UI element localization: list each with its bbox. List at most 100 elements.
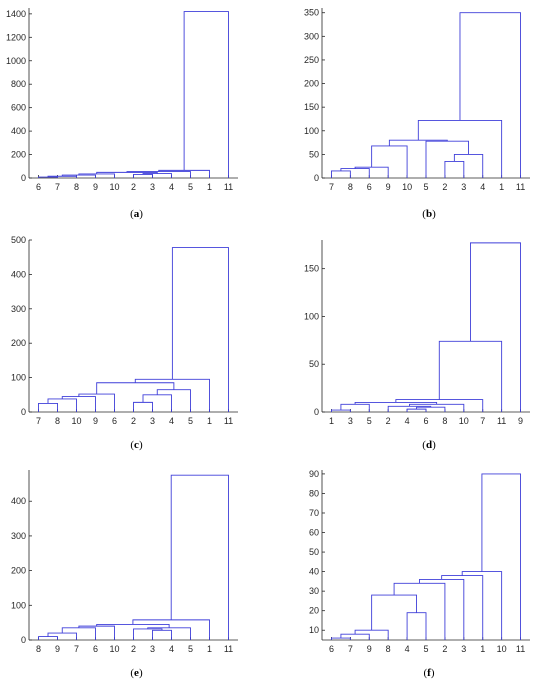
dendrogram-link — [340, 633, 370, 640]
y-tick-label: 30 — [309, 586, 319, 596]
dendrogram-link — [133, 174, 153, 178]
y-tick-label: 200 — [304, 79, 319, 89]
leaf-label: 5 — [188, 416, 193, 426]
y-tick-label: 400 — [11, 126, 26, 136]
y-tick-label: 0 — [314, 407, 319, 417]
y-tick-label: 70 — [309, 508, 319, 518]
dendrogram-link — [38, 402, 58, 412]
dendrogram-link — [331, 637, 351, 640]
y-tick-label: 1000 — [6, 56, 26, 66]
y-tick-label: 0 — [21, 173, 26, 183]
leaf-label: 2 — [131, 182, 136, 192]
dendrogram-link — [142, 173, 172, 178]
dendrogram-link — [171, 247, 229, 412]
y-tick-label: 200 — [11, 566, 26, 576]
leaf-label: 9 — [93, 416, 98, 426]
dendrogram-link — [371, 145, 408, 178]
y-tick-label: 300 — [11, 304, 26, 314]
leaf-label: 3 — [150, 416, 155, 426]
y-tick-label: 300 — [304, 31, 319, 41]
panel-label: (a) — [130, 208, 143, 220]
dendrogram-link — [96, 623, 170, 628]
y-tick-label: 0 — [314, 173, 319, 183]
panel-label: (c) — [130, 439, 143, 451]
leaf-label: 1 — [329, 416, 334, 426]
leaf-label: 5 — [188, 182, 193, 192]
y-tick-label: 50 — [309, 547, 319, 557]
dendrogram-link — [61, 174, 96, 178]
dendrogram-link — [438, 340, 503, 412]
panel-label: (b) — [422, 208, 436, 220]
leaf-label: 8 — [55, 416, 60, 426]
leaf-label: 9 — [55, 644, 60, 654]
y-tick-label: 0 — [21, 407, 26, 417]
dendrogram-link — [416, 406, 446, 412]
leaf-label: 9 — [518, 416, 523, 426]
leaf-label: 3 — [348, 416, 353, 426]
dendrogram-link — [132, 619, 210, 640]
y-tick-label: 10 — [309, 625, 319, 635]
leaf-label: 11 — [224, 416, 233, 426]
leaf-label: 3 — [150, 182, 155, 192]
dendrogram-link — [142, 394, 172, 412]
leaf-label: 10 — [109, 644, 119, 654]
dendrogram-link — [453, 153, 484, 178]
leaf-label: 4 — [405, 644, 410, 654]
leaf-label: 2 — [386, 416, 391, 426]
y-tick-label: 100 — [304, 126, 319, 136]
y-tick-label: 600 — [11, 103, 26, 113]
y-tick-label: 800 — [11, 79, 26, 89]
dendrogram-link — [409, 403, 465, 412]
dendrogram-link — [126, 171, 191, 178]
dendrogram-link — [147, 627, 191, 640]
y-tick-label: 200 — [11, 338, 26, 348]
dendrogram-link — [152, 629, 172, 640]
y-tick-label: 350 — [304, 8, 319, 18]
dendrogram-link — [61, 627, 96, 640]
y-tick-label: 400 — [11, 269, 26, 279]
dendrogram-panel-f: 10 20 30 40 50 60 70 80 90 6 7 9 8 4 5 2 3 1 10 11 (f) — [309, 469, 530, 679]
leaf-label: 9 — [386, 182, 391, 192]
dendrogram-link — [425, 140, 469, 178]
y-tick-label: 1400 — [6, 9, 26, 19]
dendrogram-link — [134, 378, 210, 412]
y-tick-label: 50 — [309, 359, 319, 369]
leaf-label: 1 — [499, 182, 504, 192]
dendrogram-link — [340, 168, 370, 178]
dendrogram-link — [354, 629, 389, 640]
dendrogram-link — [393, 582, 446, 640]
leaf-label: 2 — [131, 644, 136, 654]
dendrogram-link — [395, 399, 484, 412]
leaf-label: 10 — [109, 182, 119, 192]
leaf-label: 11 — [224, 182, 233, 192]
leaf-label: 10 — [71, 416, 81, 426]
leaf-label: 7 — [55, 182, 60, 192]
dendrogram-link — [417, 119, 503, 178]
dendrogram-panel-d: 0 50 100 150 1 3 5 2 4 6 8 10 7 11 9 (d) — [304, 240, 530, 451]
dendrogram-link — [331, 409, 351, 412]
dendrogram-link — [441, 575, 484, 640]
y-tick-label: 500 — [11, 235, 26, 245]
leaf-label: 11 — [497, 416, 506, 426]
dendrogram-link — [340, 403, 370, 412]
y-tick-label: 100 — [11, 600, 26, 610]
dendrogram-link — [156, 389, 191, 412]
leaf-label: 1 — [207, 416, 212, 426]
leaf-label: 6 — [36, 182, 41, 192]
dendrogram-link — [406, 612, 427, 640]
leaf-label: 7 — [329, 182, 334, 192]
dendrogram-link — [96, 382, 175, 395]
leaf-label: 10 — [402, 182, 412, 192]
dendrogram-link — [133, 628, 163, 640]
leaf-label: 11 — [224, 644, 233, 654]
leaf-label: 4 — [169, 182, 174, 192]
leaf-label: 9 — [93, 182, 98, 192]
y-tick-label: 400 — [11, 496, 26, 506]
y-tick-label: 1200 — [6, 32, 26, 42]
y-tick-label: 200 — [11, 150, 26, 160]
y-tick-label: 20 — [309, 606, 319, 616]
leaf-label: 6 — [367, 182, 372, 192]
y-tick-label: 0 — [21, 635, 26, 645]
